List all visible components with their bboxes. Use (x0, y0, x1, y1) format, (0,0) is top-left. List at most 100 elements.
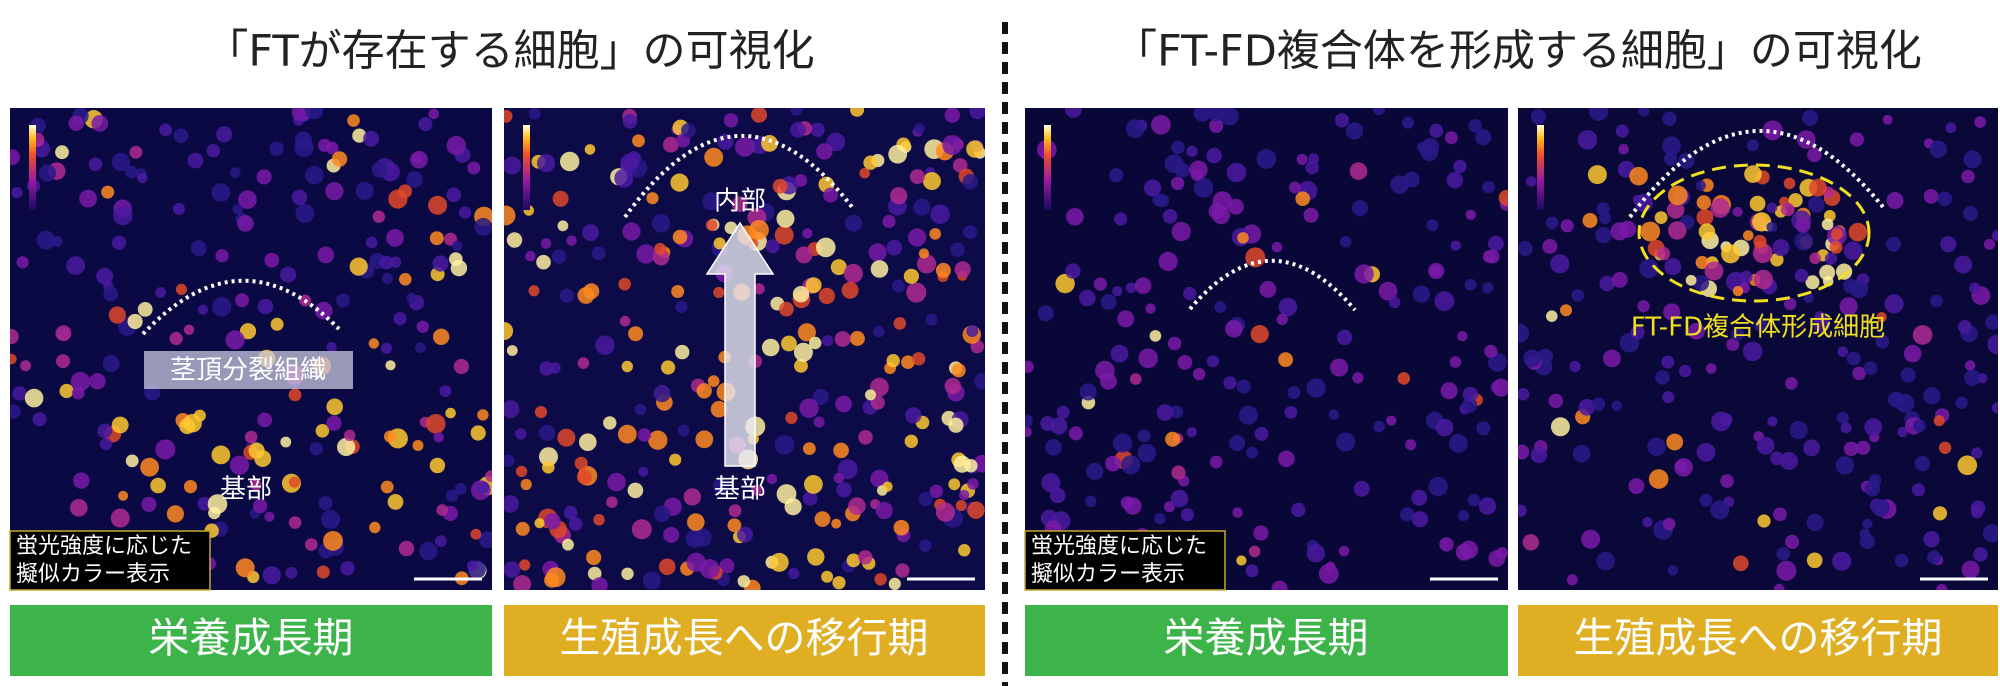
cell (1412, 285, 1431, 303)
cell (835, 395, 852, 413)
cell (1710, 198, 1730, 218)
cell (1662, 111, 1677, 126)
cell (1572, 444, 1591, 463)
cell (1305, 160, 1319, 175)
cell (1637, 108, 1650, 117)
cell (658, 558, 676, 576)
cell (1079, 383, 1097, 401)
cell (1577, 130, 1598, 150)
cell (103, 286, 119, 302)
cell (1846, 351, 1861, 366)
cell (1171, 140, 1185, 155)
cell (634, 403, 647, 416)
cell (751, 484, 762, 496)
cell (1223, 376, 1237, 390)
cell (1523, 349, 1541, 368)
cell (1308, 153, 1320, 165)
cell (577, 469, 592, 485)
cell (439, 385, 452, 397)
cell (410, 150, 428, 169)
cell (190, 240, 207, 257)
cell (1732, 285, 1744, 297)
cell-group (10, 108, 492, 590)
cell (1927, 550, 1941, 565)
cell (1695, 255, 1709, 270)
cell (702, 192, 721, 211)
cell (211, 445, 231, 465)
cell (79, 189, 97, 208)
cell (244, 430, 258, 444)
cell (1897, 426, 1908, 438)
cell (607, 472, 626, 492)
cell (826, 132, 846, 152)
cell (73, 472, 90, 489)
cell (766, 473, 778, 485)
cell (537, 154, 556, 173)
cell (1336, 432, 1356, 452)
cell (429, 457, 446, 474)
cell (368, 338, 379, 349)
cell (969, 108, 985, 120)
cell (384, 430, 397, 443)
cell (215, 249, 229, 263)
cell (239, 323, 257, 340)
cell (428, 195, 448, 215)
cell (1468, 119, 1482, 133)
cell (606, 496, 618, 509)
cell (1938, 441, 1952, 454)
cell (1894, 553, 1909, 568)
cell (1795, 217, 1811, 233)
cell (1278, 450, 1295, 468)
cell (1254, 426, 1269, 441)
cell (849, 331, 865, 346)
cell (536, 254, 551, 270)
cell (12, 386, 27, 401)
cell (1945, 122, 1957, 134)
cell (967, 501, 985, 519)
cell (797, 323, 817, 342)
cell (1373, 420, 1386, 433)
cell (648, 430, 668, 450)
cell (140, 457, 160, 477)
cell (1839, 297, 1858, 316)
cell (1550, 417, 1570, 437)
cell (446, 187, 462, 203)
cell (882, 214, 896, 228)
cell (1162, 209, 1178, 224)
cell (1485, 249, 1500, 264)
cell (631, 519, 652, 540)
cell (280, 266, 297, 283)
cell (1923, 387, 1941, 405)
cell (1785, 377, 1798, 390)
cell (753, 283, 765, 295)
cell (1232, 507, 1243, 518)
cell (1675, 460, 1688, 473)
cell (1079, 289, 1096, 307)
cell (560, 151, 580, 172)
cell (1550, 254, 1570, 274)
panels (10, 108, 1998, 590)
cell (761, 135, 778, 152)
cell (1476, 421, 1491, 436)
cell (955, 500, 967, 511)
cell (1849, 280, 1869, 299)
cell (1439, 537, 1454, 552)
cell (1963, 150, 1982, 169)
cell (1449, 434, 1468, 453)
cell (818, 287, 835, 305)
cell (621, 567, 634, 580)
cell (318, 138, 332, 152)
cell (1110, 344, 1129, 363)
cell (850, 108, 865, 117)
cell (137, 172, 148, 184)
cell (1887, 391, 1904, 408)
cell (774, 225, 794, 245)
region-label: 基部 (714, 475, 766, 505)
cell (544, 513, 561, 530)
cell (446, 136, 466, 156)
cell (504, 561, 521, 578)
cell (1271, 241, 1283, 253)
cell (386, 228, 404, 247)
cell (1596, 202, 1610, 216)
dotted-arc (1628, 128, 1885, 219)
